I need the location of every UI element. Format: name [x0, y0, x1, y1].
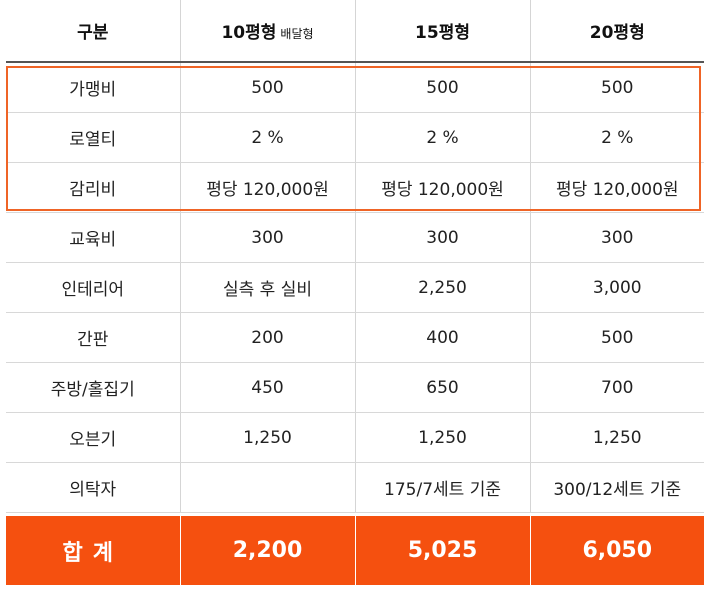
total-label: 합계: [6, 516, 180, 585]
cell-value: 2 %: [179, 112, 355, 163]
table-row: 감리비 평당 120,000원 평당 120,000원 평당 120,000원: [6, 162, 704, 213]
row-label: 오븐기: [6, 412, 180, 463]
total-row: 합계 2,200 5,025 6,050: [6, 516, 704, 585]
header-10-pyeong-note: 배달형: [280, 27, 314, 41]
row-label: 주방/홀집기: [6, 362, 180, 413]
cell-value: 500: [529, 312, 704, 363]
cell-value: 175/7세트 기준: [354, 462, 530, 513]
table-row: 교육비 300 300 300: [6, 212, 704, 263]
cell-value: 평당 120,000원: [179, 162, 355, 213]
table-row: 인테리어 실측 후 실비 2,250 3,000: [6, 262, 704, 313]
cell-value: 평당 120,000원: [529, 162, 704, 213]
row-label: 의탁자: [6, 462, 180, 513]
cell-value: 2,250: [354, 262, 530, 313]
header-10-pyeong: 10평형 배달형: [179, 0, 355, 63]
row-label: 로열티: [6, 112, 180, 163]
row-label: 가맹비: [6, 62, 180, 113]
table-row: 가맹비 500 500 500: [6, 62, 704, 113]
table-row: 간판 200 400 500: [6, 312, 704, 363]
cell-value: 1,250: [179, 412, 355, 463]
header-20-pyeong: 20평형: [529, 0, 704, 63]
cell-value: 500: [354, 62, 530, 113]
cell-value: 1,250: [529, 412, 704, 463]
cell-value: 평당 120,000원: [354, 162, 530, 213]
cell-value: 700: [529, 362, 704, 413]
cell-value: 450: [179, 362, 355, 413]
cell-value: 300/12세트 기준: [529, 462, 704, 513]
cell-value: 300: [354, 212, 530, 263]
table-row: 로열티 2 % 2 % 2 %: [6, 112, 704, 163]
header-10-pyeong-label: 10평형: [221, 23, 277, 43]
row-label: 인테리어: [6, 262, 180, 313]
franchise-cost-table: 구분 10평형 배달형 15평형 20평형 가맹비 500 500 500 로열티…: [6, 0, 704, 585]
cell-value: 500: [529, 62, 704, 113]
cell-value: 실측 후 실비: [179, 262, 355, 313]
cell-value: 200: [179, 312, 355, 363]
cell-value: [179, 462, 355, 513]
cell-value: 300: [529, 212, 704, 263]
cell-value: 2 %: [354, 112, 530, 163]
total-value: 6,050: [529, 516, 704, 585]
total-value: 5,025: [354, 516, 530, 585]
cell-value: 1,250: [354, 412, 530, 463]
row-label: 간판: [6, 312, 180, 363]
header-row: 구분 10평형 배달형 15평형 20평형: [6, 0, 704, 63]
table-row: 오븐기 1,250 1,250 1,250: [6, 412, 704, 463]
header-15-pyeong: 15평형: [354, 0, 530, 63]
cell-value: 3,000: [529, 262, 704, 313]
table-row: 주방/홀집기 450 650 700: [6, 362, 704, 413]
total-value: 2,200: [179, 516, 355, 585]
cell-value: 300: [179, 212, 355, 263]
row-label: 교육비: [6, 212, 180, 263]
cell-value: 2 %: [529, 112, 704, 163]
table-row: 의탁자 175/7세트 기준 300/12세트 기준: [6, 462, 704, 513]
header-category: 구분: [6, 0, 180, 63]
cell-value: 500: [179, 62, 355, 113]
row-label: 감리비: [6, 162, 180, 213]
cell-value: 650: [354, 362, 530, 413]
cell-value: 400: [354, 312, 530, 363]
